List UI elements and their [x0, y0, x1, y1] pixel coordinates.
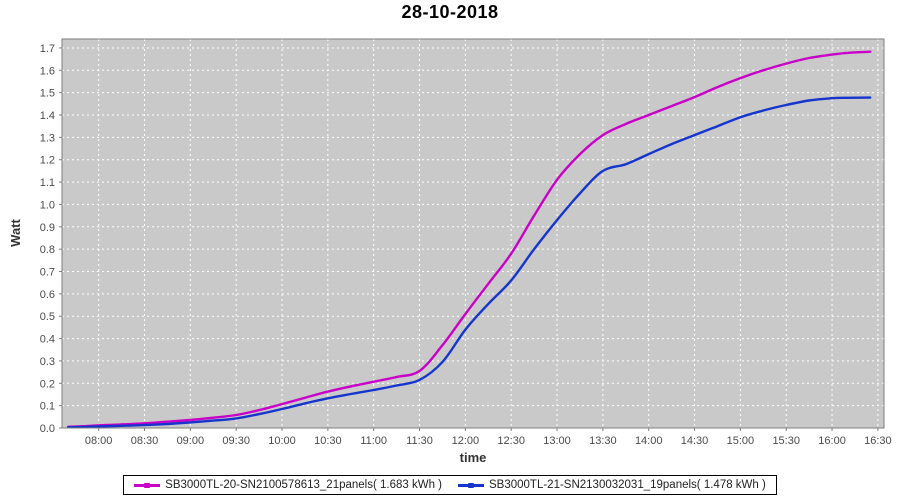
y-tick-label: 1.3: [40, 132, 55, 144]
x-tick-label: 11:30: [406, 435, 433, 447]
y-tick-label: 0.5: [40, 311, 55, 323]
y-tick-label: 0.9: [40, 222, 55, 234]
x-tick-label: 15:00: [727, 435, 755, 447]
x-tick-label: 12:30: [497, 435, 525, 447]
legend-swatch-line: [134, 482, 161, 488]
y-tick-label: 0.2: [40, 378, 55, 390]
legend-item-label: SB3000TL-20-SN2100578613_21panels( 1.683…: [165, 479, 442, 491]
x-tick-label: 16:30: [864, 435, 892, 447]
x-tick-label: 11:00: [360, 435, 387, 447]
legend: SB3000TL-20-SN2100578613_21panels( 1.683…: [123, 475, 777, 495]
y-tick-label: 1.2: [40, 155, 55, 167]
y-tick-label: 0.8: [40, 244, 55, 256]
chart-title: 28-10-2018: [401, 2, 499, 22]
x-tick-label: 08:30: [131, 435, 159, 447]
x-tick-label: 15:30: [772, 435, 800, 447]
series-lines: [66, 50, 872, 429]
x-tick-label: 14:00: [635, 435, 663, 447]
x-tick-label: 08:00: [85, 435, 113, 447]
x-axis-title: time: [460, 450, 487, 465]
tick-labels: 08:00 08:30 09:00 09:30 10:00 10:30 11:00 11:30…: [40, 43, 892, 447]
y-tick-label: 1.6: [40, 65, 55, 77]
x-tick-label: 13:00: [543, 435, 571, 447]
y-tick-label: 1.0: [40, 199, 55, 211]
y-tick-label: 0.3: [40, 356, 55, 368]
y-tick-label: 0.4: [40, 334, 55, 346]
x-tick-label: 09:00: [177, 435, 205, 447]
y-tick-label: 0.1: [40, 401, 55, 413]
x-tick-label: 10:00: [268, 435, 296, 447]
legend-swatch-line: [458, 482, 484, 488]
series-line-1: [66, 96, 872, 429]
y-tick-label: 0.6: [40, 289, 55, 301]
legend-item-label: SB3000TL-21-SN2130032031_19panels( 1.478…: [489, 479, 766, 491]
x-tick-label: 13:30: [589, 435, 617, 447]
y-tick-label: 1.1: [40, 177, 55, 189]
x-tick-label: 12:00: [452, 435, 480, 447]
legend-item-1: SB3000TL-21-SN2130032031_19panels( 1.478…: [458, 479, 766, 491]
plot-border: [61, 38, 885, 429]
x-tick-label: 10:30: [314, 435, 342, 447]
x-tick-label: 14:30: [681, 435, 709, 447]
x-tick-label: 09:30: [222, 435, 250, 447]
x-tick-label: 16:00: [818, 435, 846, 447]
y-axis-title: Watt: [8, 218, 23, 246]
y-tick-label: 1.4: [40, 110, 55, 122]
y-tick-label: 0.7: [40, 267, 55, 279]
y-tick-label: 1.5: [40, 88, 55, 100]
y-tick-label: 0.0: [40, 423, 55, 435]
series-line-0: [66, 50, 872, 429]
legend-item-0: SB3000TL-20-SN2100578613_21panels( 1.683…: [134, 479, 442, 491]
y-tick-label: 1.7: [40, 43, 55, 55]
plot-area: [62, 39, 884, 428]
